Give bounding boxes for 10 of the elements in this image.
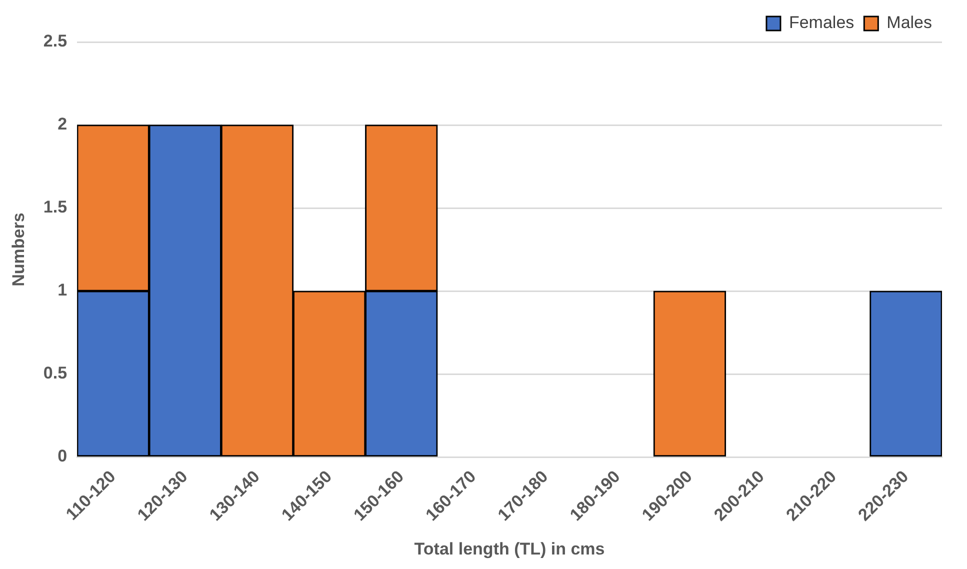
- y-tick-label: 1: [58, 280, 68, 300]
- y-tick-label: 1.5: [43, 198, 68, 217]
- y-tick-label: 2: [58, 114, 68, 134]
- legend-label: Females: [788, 13, 854, 32]
- y-tick-label: 2.5: [43, 32, 68, 51]
- y-axis-title: Numbers: [8, 212, 28, 286]
- x-axis-title: Total length (TL) in cms: [414, 539, 605, 558]
- y-tick-label: 0.5: [43, 364, 68, 383]
- legend-label: Males: [886, 13, 932, 32]
- y-tick-label: 0: [58, 446, 68, 466]
